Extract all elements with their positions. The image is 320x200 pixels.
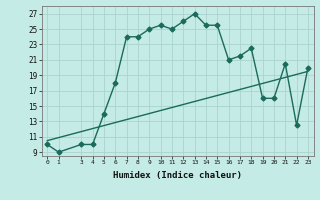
X-axis label: Humidex (Indice chaleur): Humidex (Indice chaleur) bbox=[113, 171, 242, 180]
